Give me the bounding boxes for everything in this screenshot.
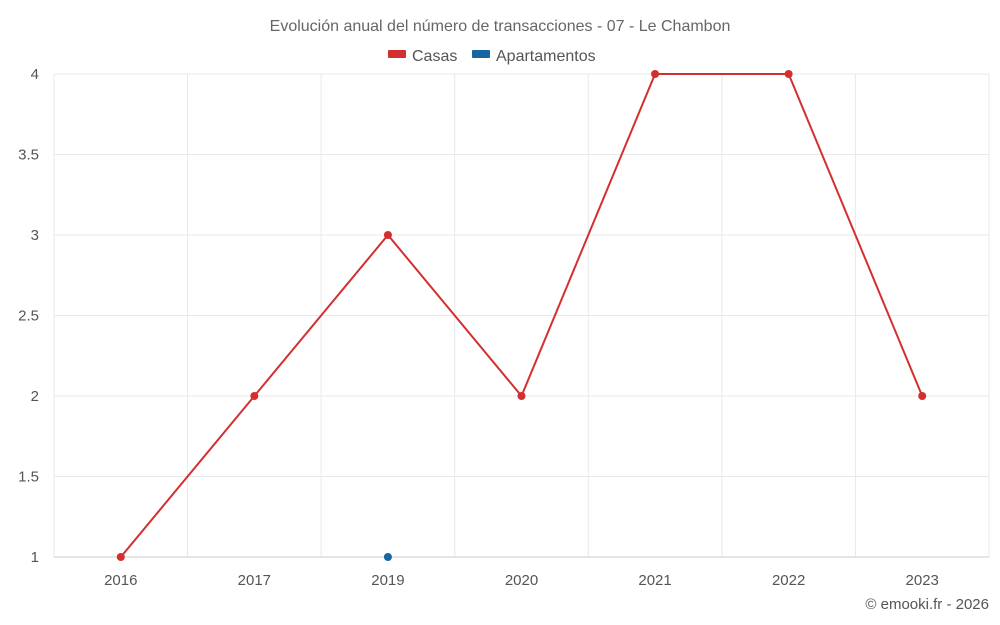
x-tick-label: 2021 xyxy=(638,572,671,589)
x-tick-label: 2023 xyxy=(906,572,939,589)
y-axis-ticks: 1 1.5 2 2.5 3 3.5 4 xyxy=(18,66,39,566)
y-tick-label: 2 xyxy=(31,388,39,405)
data-point-casas[interactable] xyxy=(651,70,660,78)
data-point-casas[interactable] xyxy=(116,553,125,561)
x-tick-label: 2022 xyxy=(772,572,805,589)
data-point-casas[interactable] xyxy=(250,392,259,400)
chart-legend: Casas Apartamentos xyxy=(388,48,596,65)
y-tick-label: 4 xyxy=(31,66,39,83)
data-point-casas[interactable] xyxy=(517,392,526,400)
data-point-apartamentos[interactable] xyxy=(383,553,392,561)
y-tick-label: 2.5 xyxy=(18,308,39,325)
legend-swatch-apartamentos xyxy=(472,50,490,58)
x-tick-label: 2016 xyxy=(104,572,137,589)
y-tick-label: 1.5 xyxy=(18,469,39,486)
x-tick-label: 2020 xyxy=(505,572,538,589)
legend-label-casas: Casas xyxy=(412,48,457,65)
y-tick-label: 3 xyxy=(31,227,39,244)
y-tick-label: 1 xyxy=(31,549,39,566)
legend-item-apartamentos[interactable]: Apartamentos xyxy=(472,48,596,65)
x-tick-label: 2017 xyxy=(238,572,271,589)
credit-text: © emooki.fr - 2026 xyxy=(865,596,989,613)
y-tick-label: 3.5 xyxy=(18,147,39,164)
grid-lines xyxy=(53,73,990,558)
legend-label-apartamentos: Apartamentos xyxy=(496,48,596,65)
x-axis-ticks: 2016 2017 2019 2020 2021 2022 2023 xyxy=(104,572,939,589)
legend-item-casas[interactable]: Casas xyxy=(388,48,457,65)
legend-swatch-casas xyxy=(388,50,406,58)
data-point-casas[interactable] xyxy=(918,392,927,400)
x-tick-label: 2019 xyxy=(371,572,404,589)
series-points xyxy=(116,70,927,561)
data-point-casas[interactable] xyxy=(383,231,392,239)
data-point-casas[interactable] xyxy=(784,70,793,78)
chart-title: Evolución anual del número de transaccio… xyxy=(270,18,731,35)
